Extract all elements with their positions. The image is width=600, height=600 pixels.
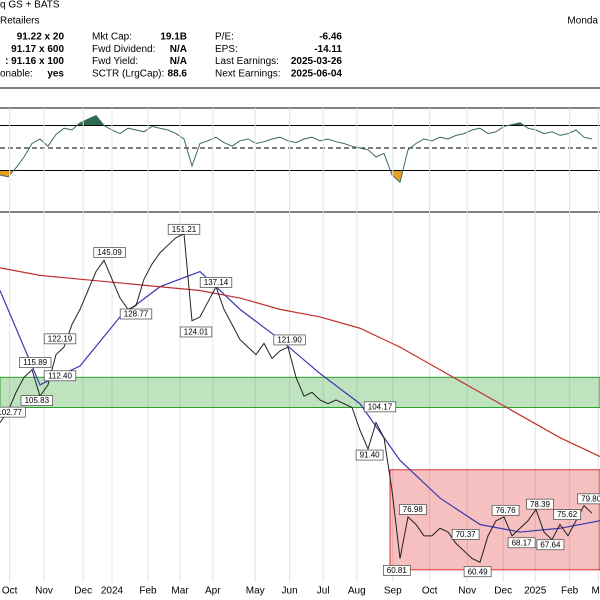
- moving-average: [0, 270, 600, 533]
- annotation-label: 105.83: [25, 396, 50, 405]
- annotation-label: 128.77: [124, 310, 149, 319]
- annotation-box: [19, 357, 52, 368]
- annotation-box: [167, 223, 201, 235]
- annotation-label: 151.21: [172, 225, 197, 234]
- field-label: Next Earnings:: [215, 69, 281, 80]
- field-value: N/A: [170, 56, 187, 67]
- x-tick-label: 2024: [101, 586, 124, 597]
- x-tick-label: 2025: [524, 586, 547, 597]
- annotation-label: 102.77: [0, 408, 22, 417]
- field-value: yes: [47, 69, 64, 80]
- field-value: 2025-06-04: [291, 69, 343, 80]
- annotation-box: [179, 326, 213, 338]
- x-tick-label: Apr: [205, 586, 221, 597]
- annotation-box: [507, 537, 536, 549]
- annotation-label: 76.76: [496, 506, 517, 515]
- annotation-box: [526, 498, 554, 510]
- annotation-label: 145.09: [97, 248, 122, 257]
- x-tick-label: Jul: [317, 586, 330, 597]
- annotation-box: [363, 401, 397, 413]
- annotation-box: [43, 370, 77, 382]
- x-tick-label: Oct: [422, 586, 438, 597]
- annotation-label: 70.37: [456, 530, 477, 539]
- annotation-label: 60.81: [387, 566, 408, 575]
- field-value: 2025-03-26: [291, 56, 343, 67]
- annotation-box: [382, 565, 411, 576]
- x-tick-label: Dec: [494, 586, 512, 597]
- annotation-label: 121.90: [277, 336, 302, 345]
- field-label: Mkt Cap:: [92, 32, 132, 43]
- x-tick-label: Nov: [35, 586, 53, 597]
- annotation-box: [536, 539, 565, 551]
- annotation-label: 115.89: [23, 358, 47, 367]
- annotation-label: 75.62: [557, 510, 578, 519]
- annotation-box: [553, 509, 582, 520]
- support-zone: [0, 376, 600, 409]
- annotation-label: 60.49: [468, 567, 489, 576]
- annotation-label: 124.01: [184, 328, 209, 337]
- annotation-box: [463, 566, 492, 578]
- field-value: N/A: [170, 44, 187, 55]
- annotation-box: [398, 504, 427, 515]
- x-tick-label: Dec: [74, 586, 92, 597]
- exchange: q GS + BATS: [0, 0, 60, 11]
- annotation-box: [199, 277, 233, 288]
- x-tick-label: Nov: [458, 586, 476, 597]
- field-label: Fwd Yield:: [92, 56, 138, 67]
- moving-average: [0, 267, 600, 458]
- annotation-box: [491, 504, 520, 516]
- field-value: -14.11: [314, 44, 342, 55]
- x-tick-label: Ma: [591, 586, 600, 597]
- field-label: onable:: [0, 69, 33, 80]
- annotation-label: 67.64: [540, 540, 561, 549]
- annotation-label: 76.98: [403, 505, 424, 514]
- annotation-label: 137.14: [204, 278, 229, 287]
- annotation-label: 68.17: [512, 538, 533, 547]
- field-value: 88.6: [168, 69, 188, 80]
- x-tick-label: Feb: [139, 586, 157, 597]
- annotation-box: [577, 493, 600, 505]
- annotation-label: 104.17: [368, 402, 393, 411]
- annotation-box: [355, 449, 384, 461]
- field-value: : 91.16 x 100: [5, 56, 64, 67]
- x-tick-label: Oct: [2, 586, 18, 597]
- x-tick-label: Feb: [561, 586, 579, 597]
- annotation-label: 91.40: [360, 451, 381, 460]
- x-tick-label: May: [246, 586, 265, 597]
- field-label: P/E:: [215, 32, 234, 43]
- x-tick-label: Jun: [282, 586, 298, 597]
- field-label: SCTR (LrgCap):: [92, 69, 164, 80]
- annotation-box: [20, 395, 53, 406]
- field-value: -6.46: [319, 32, 342, 43]
- field-value: 19.1B: [160, 32, 187, 43]
- annotation-box: [43, 333, 77, 345]
- annotation-box: [0, 406, 26, 418]
- field-value: 91.17 x 600: [11, 44, 64, 55]
- field-value: 91.22 x 20: [17, 32, 65, 43]
- price-line: [0, 233, 593, 563]
- annotation-label: 122.19: [48, 334, 73, 343]
- field-label: Fwd Dividend:: [92, 44, 155, 55]
- annotation-label: 112.40: [48, 371, 72, 380]
- annotation-box: [451, 529, 480, 540]
- field-label: EPS:: [215, 44, 238, 55]
- annotation-label: 78.39: [530, 500, 551, 509]
- annotation-box: [273, 334, 306, 346]
- annotation-label: 79.80: [581, 494, 600, 503]
- x-tick-label: Sep: [384, 586, 402, 597]
- industry: Retailers: [0, 16, 39, 27]
- annotation-box: [93, 247, 126, 258]
- x-tick-label: Mar: [171, 586, 189, 597]
- x-tick-label: Aug: [348, 586, 366, 597]
- date: Monda: [567, 16, 598, 27]
- indicator-line: [0, 114, 593, 184]
- annotation-box: [119, 308, 153, 320]
- field-label: Last Earnings:: [215, 56, 279, 67]
